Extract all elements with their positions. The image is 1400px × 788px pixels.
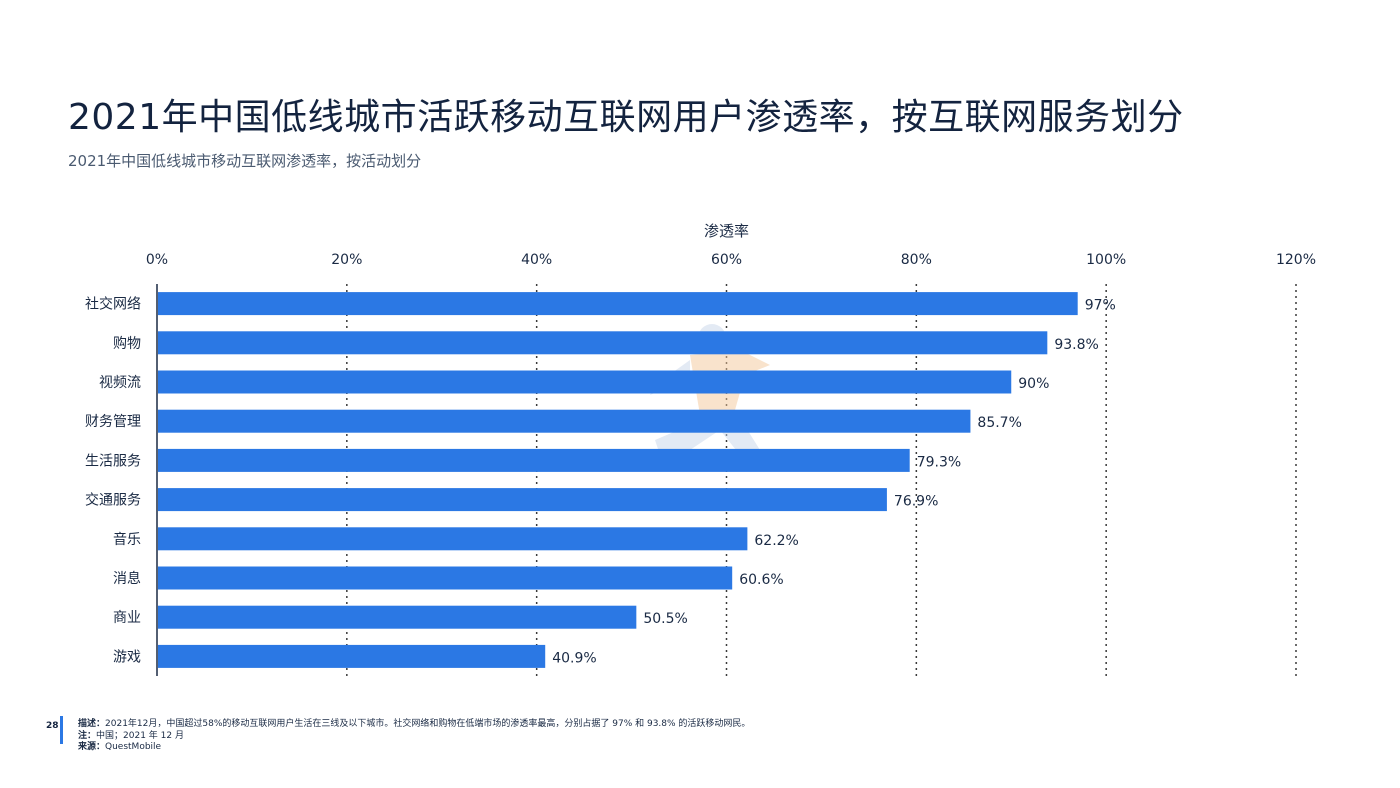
page-title: 2021年中国低线城市活跃移动互联网用户渗透率，按互联网服务划分 [68,97,1184,138]
source-text: QuestMobile [105,742,162,752]
bar-chart: 渗透率 0% 20% 40% 60% 80% 100% 120% 社交网络 97% 购物 93.8%… [85,222,1316,676]
x-tick-label: 120% [1276,252,1316,268]
source-line: 来源：QuestMobile [78,742,750,754]
data-label: 85.7% [977,415,1021,431]
data-label: 97% [1085,298,1116,314]
note-text: 中国；2021 年 12 月 [96,730,184,741]
category-label: 交通服务 [85,492,141,509]
category-label: 社交网络 [85,296,141,313]
bar [158,331,1048,355]
x-tick-label: 20% [331,252,362,268]
data-label: 40.9% [552,650,596,666]
data-label: 62.2% [754,533,798,549]
x-tick-label: 100% [1086,252,1126,268]
category-label: 购物 [113,336,141,352]
bar [158,527,748,551]
bar [158,409,971,433]
bars [158,292,1078,668]
data-label: 90% [1018,376,1049,392]
bar [158,292,1078,316]
bar [158,370,1012,394]
page-number: 28 [46,721,59,731]
category-label: 商业 [113,610,141,626]
bar [158,448,910,472]
data-label: 76.9% [894,494,938,510]
x-tick-label: 80% [901,252,932,268]
data-label: 50.5% [643,611,687,627]
bar [158,605,637,629]
note-line: 注：中国；2021 年 12 月 [78,731,750,743]
data-label: 93.8% [1054,337,1098,353]
x-axis-title: 渗透率 [704,222,749,240]
description-line: 描述：2021年12月，中国超过58%的移动互联网用户生活在三线及以下城市。社交… [78,719,750,731]
category-label: 游戏 [113,649,141,665]
footer-notes: 描述：2021年12月，中国超过58%的移动互联网用户生活在三线及以下城市。社交… [78,719,750,754]
description-label: 描述： [78,719,106,729]
data-label: 79.3% [917,454,961,470]
page-subtitle: 2021年中国低线城市移动互联网渗透率，按活动划分 [68,152,422,170]
bar [158,566,733,590]
data-label: 60.6% [739,572,783,588]
x-tick-label: 0% [146,252,168,268]
note-label: 注： [78,730,97,741]
category-label: 视频流 [99,375,141,391]
category-label: 消息 [113,570,141,587]
x-tick-label: 40% [521,252,552,268]
x-tick-label: 60% [711,252,742,268]
description-text: 2021年12月，中国超过58%的移动互联网用户生活在三线及以下城市。社交网络和… [105,719,751,729]
axes: 渗透率 [156,222,749,676]
source-label: 来源： [78,742,106,752]
bar [158,644,546,668]
category-label: 财务管理 [85,414,141,430]
category-label: 生活服务 [85,453,141,469]
category-label: 音乐 [113,531,141,548]
footer-accent-bar [60,716,63,744]
bar [158,488,887,512]
labels: 0% 20% 40% 60% 80% 100% 120% 社交网络 97% 购物 93.8% 视频流 9… [85,252,1316,666]
